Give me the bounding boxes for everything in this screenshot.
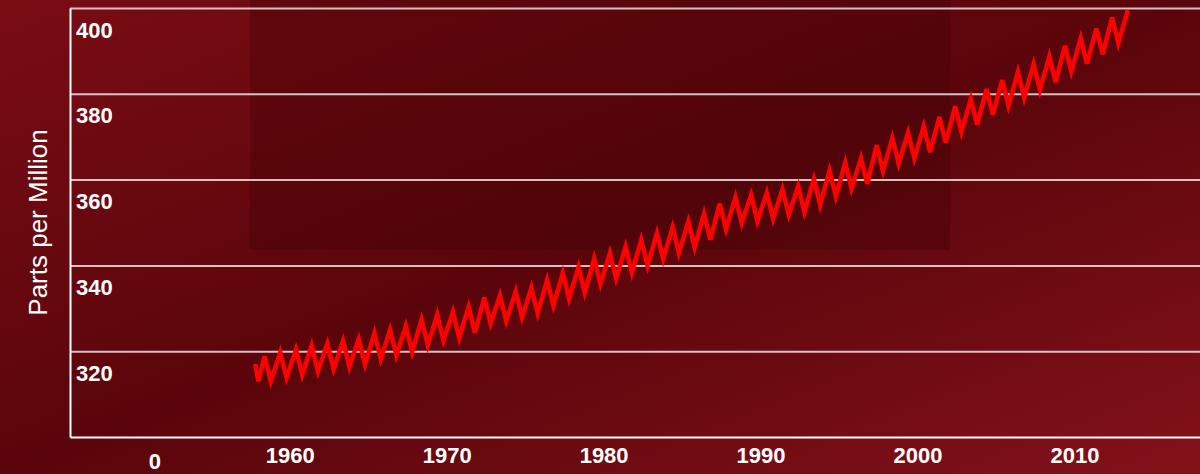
grid-line (70, 93, 1200, 95)
grid-line (70, 351, 1200, 353)
y-tick: 320 (70, 352, 1200, 386)
y-tick: 340 (70, 266, 1200, 300)
background-shade (250, 0, 950, 250)
y-tick: 380 (70, 94, 1200, 128)
y-tick: 400 (70, 9, 1200, 43)
y-tick-label: 380 (76, 103, 113, 128)
y-axis-line (70, 9, 72, 438)
data-line (255, 10, 1128, 381)
x-axis: 1960 1970 1980 1990 2000 2010 (71, 437, 1200, 468)
chart-svg: 320 340 360 380 400 1960 1970 1980 1990 2000 2010 P… (0, 0, 1200, 474)
x-tick: 1990 (737, 437, 786, 468)
x-tick-label: 1960 (266, 443, 315, 468)
x-tick-label: 1970 (423, 443, 472, 468)
y-tick-label: 400 (76, 18, 113, 43)
x-axis-line (71, 437, 1200, 439)
y-axis: 320 340 360 380 400 (70, 9, 1200, 438)
y-tick-label: 340 (76, 275, 113, 300)
x-tick-label: 2010 (1050, 443, 1099, 468)
grid-line (70, 179, 1200, 181)
chart-root: 320 340 360 380 400 1960 1970 1980 1990 2000 2010 P… (0, 0, 1200, 474)
background (0, 0, 1200, 474)
x-tick: 2010 (1050, 437, 1099, 468)
x-tick-label: 2000 (894, 443, 943, 468)
y-tick: 360 (70, 180, 1200, 214)
x-tick: 1970 (423, 437, 472, 468)
y-axis-title: Parts per Million (23, 129, 53, 315)
x-tick-label: 1980 (580, 443, 629, 468)
x-tick: 1980 (580, 437, 629, 468)
x-tick-label: 1990 (737, 443, 786, 468)
grid-line (70, 8, 1200, 10)
y-tick-label: 320 (76, 361, 113, 386)
annotation: 0 (149, 449, 161, 474)
x-tick: 1960 (266, 437, 315, 468)
plot-area (255, 10, 1128, 381)
y-tick-label: 360 (76, 189, 113, 214)
x-tick: 2000 (894, 437, 943, 468)
